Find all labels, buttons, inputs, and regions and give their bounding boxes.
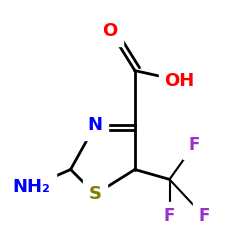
- Text: F: F: [188, 136, 200, 154]
- Text: F: F: [164, 208, 175, 226]
- Text: NH₂: NH₂: [12, 178, 50, 196]
- Text: N: N: [88, 116, 103, 134]
- Text: S: S: [89, 185, 102, 203]
- Text: O: O: [102, 22, 118, 40]
- Text: F: F: [198, 208, 210, 226]
- Text: OH: OH: [164, 72, 194, 90]
